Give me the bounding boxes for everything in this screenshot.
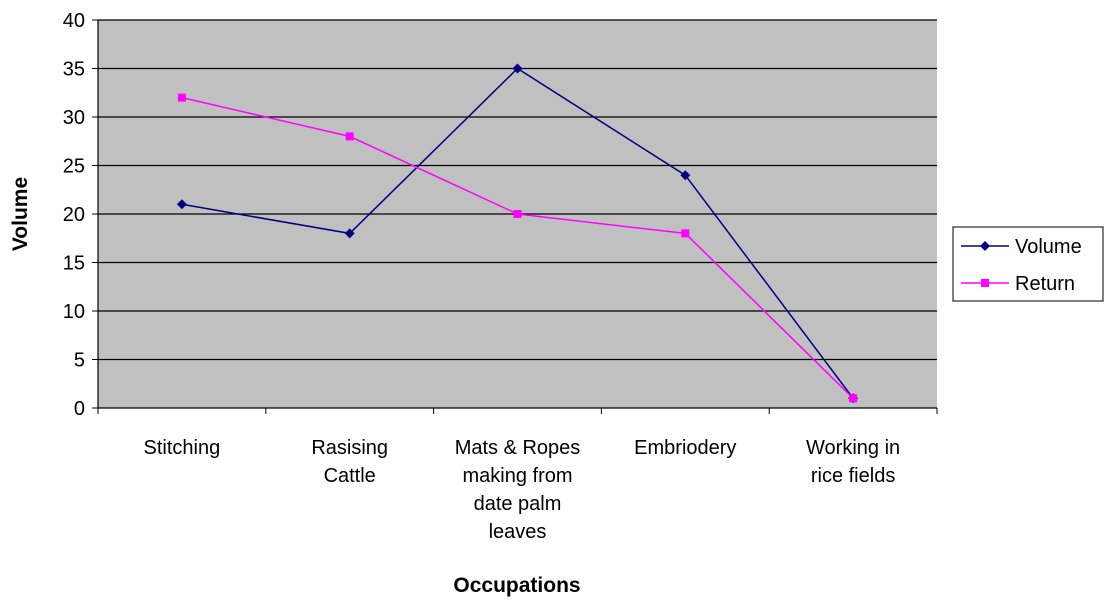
y-tick-label: 10 xyxy=(63,301,85,323)
x-tick-label: Mats & Ropes making from date palm leaves xyxy=(455,437,581,543)
data-point-return xyxy=(681,229,690,238)
x-tick-label: Working in rice fields xyxy=(806,437,900,487)
x-tick-label: Rasising Cattle xyxy=(311,437,388,487)
data-point-volume xyxy=(176,199,187,210)
data-point-return xyxy=(513,210,522,218)
data-point-volume xyxy=(344,228,355,239)
legend-marker xyxy=(980,241,990,251)
data-point-return xyxy=(177,93,186,102)
y-axis-title: Volume xyxy=(9,177,32,251)
legend-label-return: Return xyxy=(1015,273,1075,295)
y-tick-label: 30 xyxy=(63,107,85,129)
y-tick-label: 25 xyxy=(63,156,85,178)
legend-marker xyxy=(981,279,989,287)
legend: Volume Return xyxy=(952,226,1104,302)
data-point-volume xyxy=(680,170,691,181)
x-tick-label: Stitching xyxy=(144,437,221,459)
y-tick-label: 20 xyxy=(63,204,85,226)
legend-box xyxy=(952,226,1104,302)
y-tick-label: 15 xyxy=(63,253,85,275)
legend-label-volume: Volume xyxy=(1015,236,1082,258)
data-point-return xyxy=(849,394,858,403)
data-point-return xyxy=(345,132,354,141)
y-tick-label: 40 xyxy=(63,10,85,32)
y-tick-label: 35 xyxy=(63,59,85,81)
x-axis-title: Occupations xyxy=(453,574,580,597)
y-tick-label: 0 xyxy=(74,398,85,420)
y-tick-label: 5 xyxy=(74,350,85,372)
x-tick-label: Embriodery xyxy=(634,437,736,459)
data-point-volume xyxy=(512,63,523,74)
